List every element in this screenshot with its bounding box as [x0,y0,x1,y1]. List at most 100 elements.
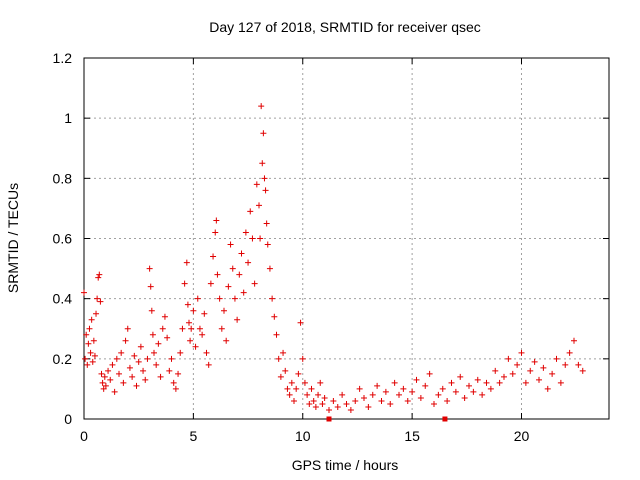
data-point [301,379,308,386]
data-point [149,331,156,338]
data-point [144,355,151,362]
data-point [286,391,293,398]
y-tick-label: 0.2 [53,351,73,367]
data-point [562,361,569,368]
data-point [448,379,455,386]
data-point [347,406,354,413]
data-point [111,388,118,395]
x-tick-label: 0 [80,428,88,444]
data-point [89,358,96,365]
data-point [186,319,192,326]
data-point [417,394,424,401]
bad-sample-marker [326,416,332,422]
y-tick-label: 0 [64,411,72,427]
data-point [212,229,219,236]
data-point [96,271,103,278]
data-point [496,379,503,386]
data-point [466,382,472,389]
data-point [365,403,372,410]
data-point [236,271,243,278]
data-point [509,370,516,377]
data-point [308,385,315,392]
data-point [505,355,512,362]
data-point [404,397,411,404]
data-point [382,388,389,395]
data-point [306,400,313,407]
data-point [210,253,217,260]
data-point [275,355,282,362]
data-point [88,316,95,323]
data-point [262,187,269,194]
data-point [135,358,142,365]
data-point [369,391,376,398]
data-points [81,103,586,422]
data-point [240,289,247,296]
data-point [172,385,179,392]
data-point [242,229,249,236]
data-point [183,259,190,266]
data-point [413,376,420,383]
data-point [352,397,359,404]
data-point [321,394,328,401]
x-tick-label: 20 [514,428,530,444]
data-point [249,235,256,242]
data-point [263,220,270,227]
data-point [259,160,266,167]
data-point [214,271,221,278]
data-point [435,391,442,398]
x-axis-label: GPS time / hours [292,457,399,473]
data-point [319,400,326,407]
data-point [245,259,252,266]
data-point [304,391,311,398]
data-point [147,283,154,290]
data-point [297,319,304,326]
data-point [461,394,468,401]
data-point [409,388,416,395]
data-point [102,382,109,389]
data-point [277,373,284,380]
data-point [426,370,433,377]
data-point [315,391,322,398]
data-point [474,376,481,383]
data-point [391,379,398,386]
data-point [334,403,341,410]
data-point [218,325,225,332]
data-point [137,343,144,350]
data-point [155,340,162,347]
data-point [129,373,136,380]
data-point [133,382,140,389]
data-point [81,289,87,296]
data-point [122,337,129,344]
data-point [531,358,538,365]
y-tick-label: 0.8 [53,170,73,186]
data-point [258,103,265,110]
data-point [201,310,208,317]
data-point [151,349,157,356]
data-point [93,310,100,317]
axis-ticks: 0 0.2 0.4 0.6 0.8 1 1.2 0 5 10 15 20 [53,50,609,444]
data-point [299,355,306,362]
data-point [105,367,112,374]
data-point [148,307,155,314]
data-point [179,325,186,332]
y-axis-label: SRMTID / TECUs [5,183,21,293]
data-point [101,373,108,380]
data-point [205,361,212,368]
data-point [288,379,295,386]
data-point [113,355,120,362]
data-point [188,325,195,332]
data-point [273,331,280,338]
data-point [544,385,551,392]
data-point [343,400,350,407]
data-point [251,280,258,287]
data-point [227,241,234,248]
data-point [514,361,521,368]
x-tick-label: 10 [295,428,311,444]
data-point [501,373,507,380]
data-point [247,208,254,215]
data-point [549,370,556,377]
data-point [269,295,276,302]
data-point [280,349,287,356]
y-tick-label: 0.4 [53,291,73,307]
